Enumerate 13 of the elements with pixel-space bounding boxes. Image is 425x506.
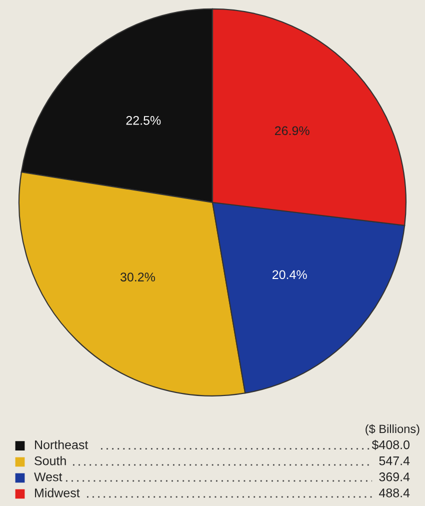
legend-label: South [34,456,66,466]
data-label: 30.2% [120,272,156,282]
text: 547.4 [379,456,410,466]
text: 488.4 [379,488,410,498]
data-label: 26.9% [275,126,310,136]
data-label: 20.4% [272,270,307,280]
legend-label: West [34,472,62,482]
legend-label: Midwest [35,488,80,498]
text: 369.4 [379,472,410,482]
text: ($ Billions) [366,424,420,436]
data-label: 22.5% [126,116,161,125]
legend-label: Northeast [35,440,88,450]
text: $408.0 [372,440,410,450]
